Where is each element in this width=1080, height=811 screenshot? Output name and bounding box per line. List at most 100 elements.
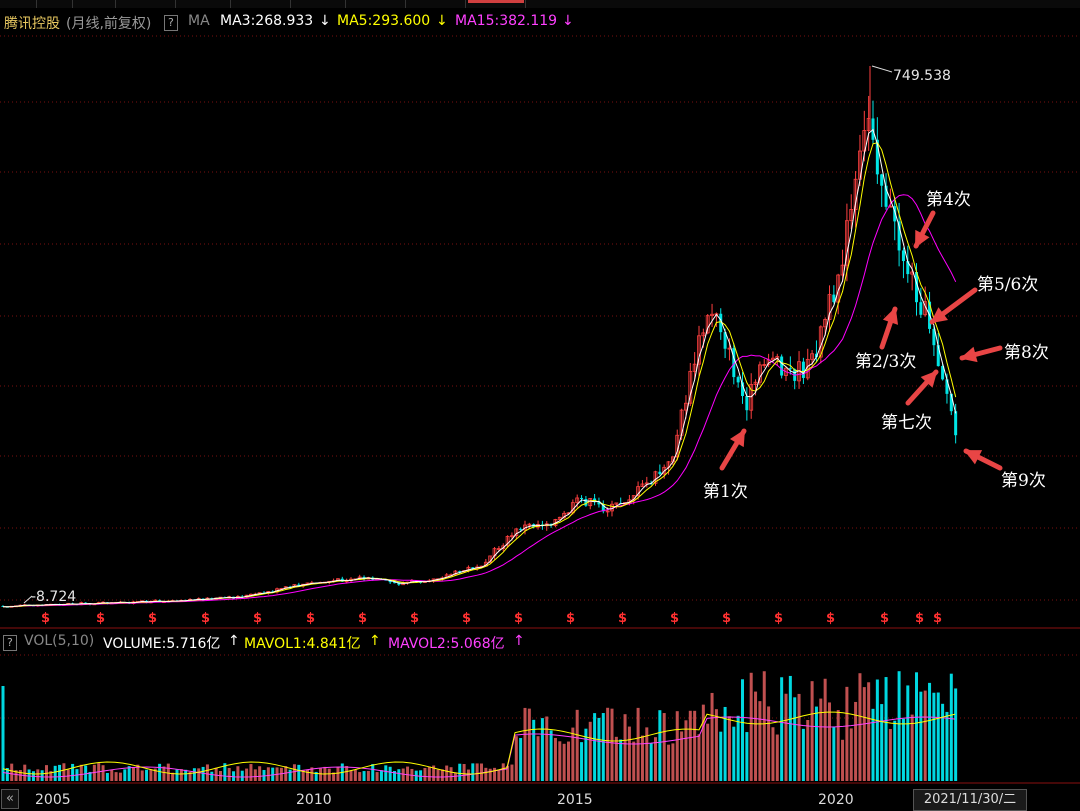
volume-bar [584, 728, 588, 781]
candle-body [884, 185, 888, 207]
volume-bar [862, 687, 866, 781]
candle-body [297, 584, 301, 587]
volume-bar [314, 771, 318, 781]
volume-bar [667, 744, 671, 781]
volume-indicator-name[interactable]: VOL(5,10) [24, 633, 95, 649]
volume-bar [636, 707, 640, 781]
volume-bar [384, 765, 388, 781]
volume-bar [619, 739, 623, 781]
candle-body [719, 313, 723, 333]
candle-body [936, 345, 940, 367]
volume-bar [397, 769, 401, 781]
volume-bar [501, 763, 505, 781]
volume-bar [88, 771, 92, 781]
volume-bar [893, 720, 897, 781]
volume-bar [601, 713, 605, 781]
volume-bar [480, 763, 483, 781]
volume-bar [149, 769, 153, 781]
volume-bar [123, 769, 127, 781]
volume-bar [5, 767, 9, 781]
candle-body [780, 356, 784, 376]
volume-bar [14, 770, 18, 781]
volume-bar [136, 764, 140, 781]
candle-body [662, 466, 667, 475]
candle-body [932, 328, 936, 346]
ma15-down-arrow-icon: ↓ [562, 13, 574, 29]
volume-bar [336, 766, 340, 781]
volume-bar [906, 685, 910, 781]
candle-body [614, 502, 619, 505]
stock-name[interactable]: 腾讯控股 [4, 16, 60, 32]
volume-bar [249, 764, 253, 781]
arrow-8-head [960, 346, 978, 363]
volume-help-button[interactable]: ? [3, 635, 17, 651]
volume-bar [205, 764, 209, 781]
arrow-4-head [915, 229, 930, 248]
volume-bar [727, 716, 731, 781]
volume-bar [197, 768, 201, 781]
candle-body [745, 396, 749, 411]
volume-bar [649, 743, 653, 781]
volume-bar [553, 737, 557, 781]
help-button[interactable]: ? [164, 15, 178, 31]
period-label[interactable]: (月线,前复权) [66, 16, 152, 32]
dividend-marker: $ [41, 611, 50, 626]
volume-bar [684, 720, 688, 781]
volume-bar [549, 730, 553, 781]
volume-bar [36, 769, 40, 781]
volume-bar [523, 707, 527, 781]
collapse-button[interactable]: « [1, 789, 19, 809]
volume-bar [801, 728, 805, 781]
volume-bar [658, 710, 662, 781]
volume-bar [714, 709, 718, 781]
candle-body [692, 363, 697, 372]
volume-bar [162, 766, 166, 781]
volume-bar [562, 743, 566, 781]
candle-body [501, 545, 506, 549]
volume-bar [640, 735, 644, 781]
volume-bar [884, 677, 888, 781]
volume-bar [84, 765, 88, 781]
candle-body [762, 364, 767, 366]
dividend-marker: $ [253, 611, 262, 626]
volume-bar [723, 706, 727, 781]
volume-bar [240, 770, 244, 781]
volume-bar [1, 686, 5, 781]
candle-body [862, 130, 867, 152]
ma5-line [3, 142, 957, 608]
volume-bar [536, 736, 540, 781]
indicator-name[interactable]: MA [188, 13, 210, 29]
volume-bar [349, 770, 353, 781]
volume-bar [266, 767, 270, 781]
volume-bar [845, 686, 849, 781]
tab-separator [405, 0, 406, 8]
volume-bar [701, 704, 705, 781]
volume-bar [923, 690, 927, 781]
volume-bar [440, 769, 444, 781]
volume-bar [79, 764, 83, 781]
high-leader-line [871, 65, 893, 73]
volume-bar [919, 691, 923, 781]
volume-bar [153, 768, 157, 781]
volume-bar [810, 681, 814, 781]
ma5-down-arrow-icon: ↓ [436, 13, 448, 29]
volume-bar [741, 679, 744, 781]
ma3-value: MA3:268.933 [220, 13, 314, 29]
candle-body [915, 272, 918, 303]
volume-bar [836, 710, 840, 781]
candle-body [810, 353, 814, 360]
volume-bar [319, 768, 323, 781]
candle-body [823, 319, 828, 328]
volume-bar [915, 672, 918, 781]
candle-body [710, 313, 714, 317]
candle-body [949, 393, 953, 412]
candle-body [458, 571, 462, 573]
x-tick-2015: 2015 [557, 792, 593, 808]
volume-bar [353, 769, 357, 781]
candle-body [388, 580, 392, 583]
price-grid [0, 35, 1080, 719]
volume-bar [854, 701, 858, 781]
volume-bar [936, 692, 940, 781]
volume-bar [401, 768, 405, 781]
volume-bar [662, 713, 666, 781]
